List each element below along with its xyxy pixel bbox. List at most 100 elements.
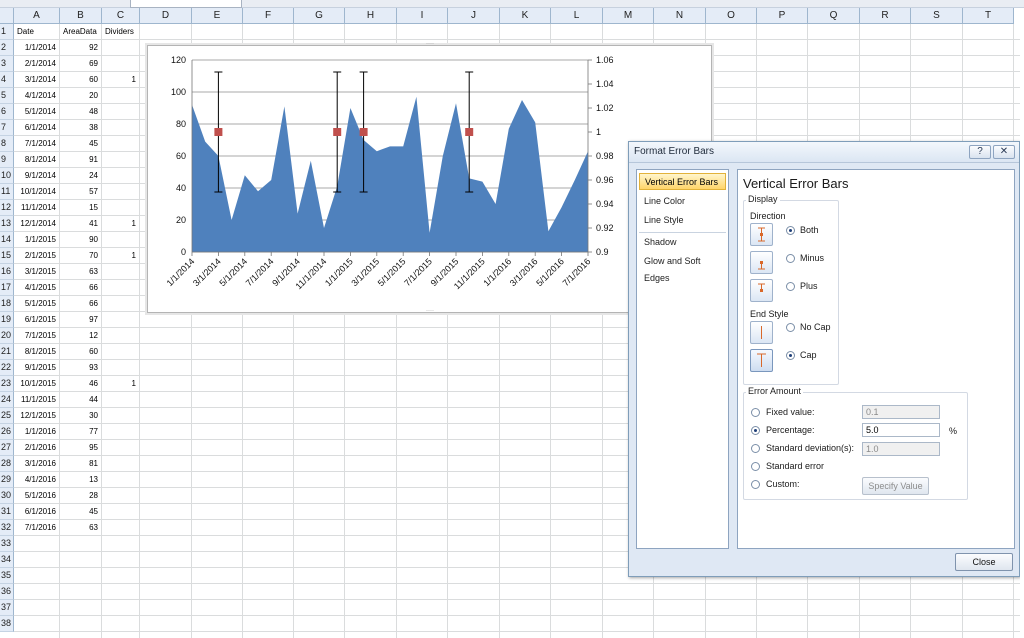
column-header-r[interactable]: R (860, 8, 911, 24)
cell-areadata[interactable]: 60 (89, 75, 98, 84)
cell-areadata[interactable]: 63 (89, 267, 98, 276)
nav-glow-soft-edges[interactable]: Glow and Soft Edges (644, 256, 701, 283)
nav-vertical-error-bars[interactable]: Vertical Error Bars (639, 173, 726, 190)
name-box[interactable] (130, 0, 242, 8)
cell-areadata[interactable]: 69 (89, 59, 98, 68)
cell-date[interactable]: 11/1/2014 (21, 203, 56, 212)
row-header-2[interactable]: 2 (0, 40, 14, 56)
end-style-no-cap-icon[interactable] (750, 321, 773, 344)
row-header-13[interactable]: 13 (0, 216, 14, 232)
cell-divider[interactable] (102, 88, 140, 104)
cell-divider[interactable] (102, 104, 140, 120)
chart-area[interactable]: ···· ···· 0 20 40 60 80 100 120 0.9 0.92 0.94 0.96… (147, 41, 712, 314)
column-header-a[interactable]: A (14, 8, 60, 24)
cell-areadata[interactable]: 63 (89, 523, 98, 532)
row-header-17[interactable]: 17 (0, 280, 14, 296)
cell-divider[interactable] (102, 312, 140, 328)
cell-areadata[interactable]: 92 (89, 43, 98, 52)
row-header-27[interactable]: 27 (0, 440, 14, 456)
cell-date[interactable]: 7/1/2016 (24, 523, 56, 532)
row-header-16[interactable]: 16 (0, 264, 14, 280)
select-all-corner[interactable] (0, 8, 14, 24)
cell-divider[interactable]: 1 (131, 219, 136, 228)
cell-date[interactable]: 12/1/2015 (20, 411, 56, 420)
cell-date[interactable]: 3/1/2014 (24, 75, 56, 84)
cell-areadata[interactable]: 93 (89, 363, 98, 372)
cell-divider[interactable] (102, 488, 140, 504)
cell-a1-header[interactable]: Date (17, 27, 34, 36)
row-header-3[interactable]: 3 (0, 56, 14, 72)
percentage-input[interactable]: 5.0 (862, 423, 940, 437)
cell-b1-header[interactable]: AreaData (63, 27, 97, 36)
cell-date[interactable]: 5/1/2016 (24, 491, 56, 500)
column-header-i[interactable]: I (397, 8, 448, 24)
cell-date[interactable]: 1/1/2016 (24, 427, 56, 436)
cell-divider[interactable] (102, 168, 140, 184)
cell-divider[interactable] (102, 264, 140, 280)
row-header-6[interactable]: 6 (0, 104, 14, 120)
cell-divider[interactable]: 1 (131, 379, 136, 388)
row-header-11[interactable]: 11 (0, 184, 14, 200)
cell-date[interactable]: 4/1/2014 (24, 91, 56, 100)
cell-areadata[interactable]: 95 (89, 443, 98, 452)
percentage-radio[interactable] (751, 426, 760, 435)
row-header-5[interactable]: 5 (0, 88, 14, 104)
column-header-s[interactable]: S (911, 8, 963, 24)
cell-divider[interactable] (102, 184, 140, 200)
row-header-24[interactable]: 24 (0, 392, 14, 408)
cell-divider[interactable] (102, 472, 140, 488)
column-header-o[interactable]: O (706, 8, 757, 24)
row-header-31[interactable]: 31 (0, 504, 14, 520)
cell-divider[interactable] (102, 120, 140, 136)
row-header-14[interactable]: 14 (0, 232, 14, 248)
cell-date[interactable]: 5/1/2015 (24, 299, 56, 308)
std-dev-input[interactable]: 1.0 (862, 442, 940, 456)
column-header-p[interactable]: P (757, 8, 808, 24)
cell-divider[interactable] (102, 232, 140, 248)
cell-date[interactable]: 4/1/2016 (24, 475, 56, 484)
std-dev-radio[interactable] (751, 444, 760, 453)
row-header-28[interactable]: 28 (0, 456, 14, 472)
cell-areadata[interactable]: 12 (89, 331, 98, 340)
specify-value-button[interactable]: Specify Value (862, 477, 929, 495)
cell-areadata[interactable]: 70 (89, 251, 98, 260)
cell-areadata[interactable]: 45 (89, 507, 98, 516)
row-header-22[interactable]: 22 (0, 360, 14, 376)
column-header-m[interactable]: M (603, 8, 654, 24)
column-header-c[interactable]: C (102, 8, 140, 24)
cell-date[interactable]: 9/1/2015 (24, 363, 56, 372)
close-x-button[interactable]: ✕ (993, 145, 1015, 159)
column-header-l[interactable]: L (551, 8, 603, 24)
column-header-j[interactable]: J (448, 8, 500, 24)
cell-areadata[interactable]: 48 (89, 107, 98, 116)
cell-date[interactable]: 1/1/2015 (24, 235, 56, 244)
row-header-37[interactable]: 37 (0, 600, 14, 616)
cell-date[interactable]: 5/1/2014 (24, 107, 56, 116)
cell-areadata[interactable]: 38 (89, 123, 98, 132)
row-header-33[interactable]: 33 (0, 536, 14, 552)
cell-date[interactable]: 8/1/2014 (24, 155, 56, 164)
cell-divider[interactable]: 1 (131, 75, 136, 84)
cell-date[interactable]: 7/1/2014 (24, 139, 56, 148)
direction-minus-icon[interactable] (750, 251, 773, 274)
cell-divider[interactable] (102, 152, 140, 168)
cell-areadata[interactable]: 81 (89, 459, 98, 468)
row-header-19[interactable]: 19 (0, 312, 14, 328)
cell-areadata[interactable]: 66 (89, 299, 98, 308)
cell-date[interactable]: 3/1/2016 (24, 459, 56, 468)
fixed-value-input[interactable]: 0.1 (862, 405, 940, 419)
cell-divider[interactable] (102, 344, 140, 360)
row-header-15[interactable]: 15 (0, 248, 14, 264)
cell-date[interactable]: 2/1/2014 (24, 59, 56, 68)
row-header-25[interactable]: 25 (0, 408, 14, 424)
cell-divider[interactable] (102, 456, 140, 472)
cell-divider[interactable] (102, 392, 140, 408)
row-header-38[interactable]: 38 (0, 616, 14, 632)
nav-shadow[interactable]: Shadow (644, 237, 677, 247)
cell-date[interactable]: 4/1/2015 (24, 283, 56, 292)
cell-areadata[interactable]: 91 (89, 155, 98, 164)
direction-both-radio[interactable] (786, 226, 795, 235)
cell-date[interactable]: 10/1/2015 (20, 379, 56, 388)
direction-plus-icon[interactable] (750, 279, 773, 302)
cell-divider[interactable] (102, 56, 140, 72)
